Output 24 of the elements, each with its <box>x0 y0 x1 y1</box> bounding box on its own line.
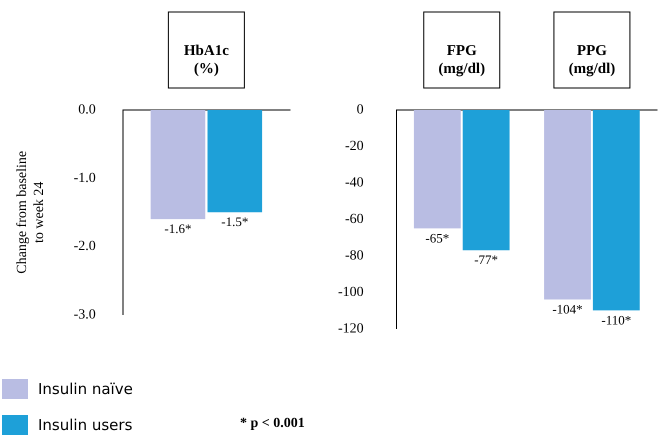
y-tick-label: -2.0 <box>74 239 96 254</box>
data-label: -65* <box>425 230 450 246</box>
y-tick-label: -80 <box>344 248 364 264</box>
data-label: -110* <box>601 312 632 328</box>
text: * p < 0.001 <box>240 416 305 432</box>
y-tick-label: -40 <box>344 176 364 191</box>
y-tick-label: 0.0 <box>78 102 96 118</box>
y-tick-label: 0 <box>356 102 364 118</box>
legend-label: Insulin users <box>38 416 132 434</box>
data-label: -1.5* <box>221 214 248 230</box>
data-label: -77* <box>474 252 498 268</box>
y-tick-label: -120 <box>338 321 364 336</box>
y-tick-label: -20 <box>344 139 364 154</box>
y-tick-label: -1.0 <box>74 170 96 186</box>
x-tick-label: HbA1c (%) <box>184 42 230 77</box>
x-tick-label: PPG (mg/dl) <box>568 42 616 77</box>
y-tick-label: -60 <box>344 212 364 227</box>
y-tick-label: -3.0 <box>74 307 96 322</box>
x-tick-label: FPG (mg/dl) <box>438 42 486 77</box>
data-label: -104* <box>552 301 583 316</box>
y-axis-title: Change from baseline to week 24 <box>15 150 47 274</box>
y-tick-label: -100 <box>338 284 364 300</box>
legend-label: Insulin naïve <box>38 380 133 398</box>
data-label: -1.6* <box>164 221 192 236</box>
